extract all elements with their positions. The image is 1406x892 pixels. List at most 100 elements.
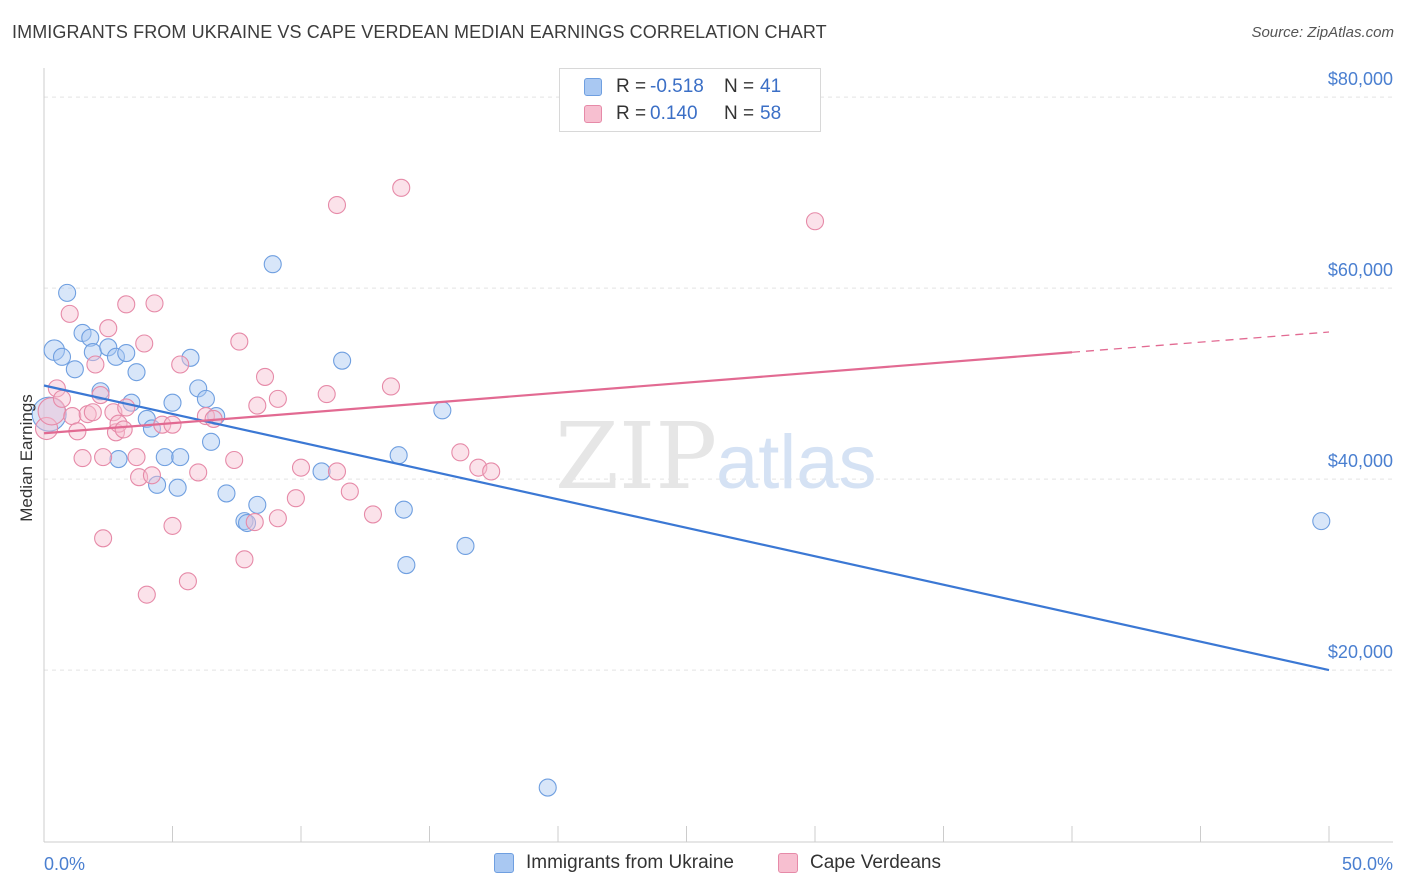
x-axis-ticks: 0.0% 50.0% <box>44 854 1393 874</box>
point-cape-verdean <box>94 448 113 467</box>
legend-n-label: N = <box>724 76 755 97</box>
point-cape-verdean <box>86 355 105 374</box>
point-cape-verdean <box>327 462 347 481</box>
point-ukraine <box>163 393 182 412</box>
point-cape-verdean <box>163 516 182 535</box>
legend-series: Immigrants from Ukraine Cape Verdeans <box>0 852 1406 876</box>
point-ukraine <box>397 555 416 575</box>
watermark-atlas: atlas <box>716 420 877 505</box>
point-ukraine <box>155 448 174 467</box>
point-cape-verdean <box>392 178 411 197</box>
point-cape-verdean <box>142 466 161 485</box>
point-cape-verdean <box>73 449 92 468</box>
point-ukraine <box>263 255 282 274</box>
point-ukraine <box>389 446 408 465</box>
legend-swatch-cape-verdean <box>778 853 798 873</box>
y-tick-label: $20,000 <box>1328 642 1393 662</box>
legend-r-label: R = <box>616 76 647 97</box>
point-cape-verdean <box>63 407 82 426</box>
point-cape-verdean <box>291 458 311 477</box>
legend-row-cape-verdean: R = 0.140 N = 58 <box>584 102 781 126</box>
point-cape-verdean <box>248 396 267 415</box>
point-ukraine <box>217 484 236 503</box>
point-ukraine <box>91 382 110 401</box>
point-ukraine <box>148 475 167 494</box>
legend-n-value-cape-verdean: 58 <box>760 103 782 124</box>
point-cape-verdean <box>83 403 102 422</box>
point-ukraine <box>237 513 257 533</box>
point-cape-verdean <box>60 304 79 323</box>
point-ukraine <box>65 360 84 379</box>
point-ukraine <box>312 462 331 481</box>
data-points <box>31 178 1331 797</box>
point-ukraine <box>181 348 200 367</box>
point-ukraine <box>52 347 72 366</box>
x-tick-label-min: 0.0% <box>44 854 85 874</box>
y-axis-label: Median Earnings <box>17 394 36 522</box>
point-cape-verdean <box>137 585 156 604</box>
legend-n-value-ukraine: 41 <box>760 76 782 97</box>
axes <box>43 68 1393 843</box>
point-cape-verdean <box>451 443 470 462</box>
legend-swatch-cape-verdean <box>584 105 602 123</box>
point-cape-verdean <box>127 448 146 467</box>
legend-item-cape-verdean[interactable]: Cape Verdeans <box>778 852 941 874</box>
point-cape-verdean <box>230 332 249 351</box>
point-cape-verdean <box>99 319 118 338</box>
point-ukraine <box>196 389 215 408</box>
legend-row-ukraine: R = -0.518 N = 41 <box>584 75 781 99</box>
legend-label-ukraine: Immigrants from Ukraine <box>526 852 734 873</box>
point-cape-verdean <box>117 295 136 314</box>
legend-swatch-ukraine <box>584 78 602 96</box>
legend-r-label: R = <box>616 103 647 124</box>
point-cape-verdean <box>268 509 287 528</box>
point-cape-verdean <box>340 482 359 501</box>
y-tick-label: $60,000 <box>1328 260 1393 280</box>
legend-item-ukraine[interactable]: Immigrants from Ukraine <box>494 852 734 874</box>
legend-r-value-ukraine: -0.518 <box>650 76 704 97</box>
point-cape-verdean <box>805 212 825 231</box>
legend-swatch-ukraine <box>494 853 514 873</box>
y-axis-ticks: $20,000 $40,000 $60,000 $80,000 <box>1328 69 1393 662</box>
point-cape-verdean <box>363 505 383 524</box>
point-ukraine <box>127 363 146 382</box>
watermark-zip: ZIP <box>555 403 717 510</box>
trend-line-ukraine <box>43 384 1330 672</box>
trend-line-cape-verdean <box>43 351 1073 435</box>
point-ukraine <box>189 379 208 398</box>
point-ukraine <box>248 495 267 514</box>
point-ukraine <box>1312 512 1331 531</box>
y-tick-label: $40,000 <box>1328 451 1393 471</box>
y-tick-label: $80,000 <box>1328 69 1393 89</box>
grid-lines <box>44 96 1393 671</box>
point-ukraine <box>99 338 118 357</box>
point-cape-verdean <box>286 489 305 508</box>
point-ukraine <box>394 500 413 519</box>
point-ukraine <box>117 343 136 363</box>
point-cape-verdean <box>135 334 154 353</box>
point-cape-verdean <box>171 355 190 374</box>
point-cape-verdean <box>225 450 244 470</box>
legend-r-value-cape-verdean: 0.140 <box>650 103 698 124</box>
legend-n-label: N = <box>724 103 755 124</box>
point-cape-verdean <box>189 463 208 482</box>
point-ukraine <box>171 448 190 467</box>
point-ukraine <box>168 478 187 497</box>
point-ukraine <box>109 449 128 469</box>
legend-label-cape-verdean: Cape Verdeans <box>810 852 941 873</box>
chart-title: IMMIGRANTS FROM UKRAINE VS CAPE VERDEAN … <box>12 22 827 42</box>
point-cape-verdean <box>34 416 59 441</box>
point-ukraine <box>433 401 452 420</box>
trend-line-cape-verdean-extrapolated <box>1071 331 1330 353</box>
point-cape-verdean <box>94 529 113 548</box>
trend-lines <box>43 331 1330 672</box>
legend-stats: R = -0.518 N = 41 R = 0.140 N = 58 <box>559 68 821 132</box>
point-cape-verdean <box>268 389 287 408</box>
point-cape-verdean <box>327 195 347 215</box>
point-ukraine <box>81 328 100 347</box>
point-cape-verdean <box>114 420 133 439</box>
point-ukraine <box>456 536 475 556</box>
point-cape-verdean <box>381 377 401 396</box>
point-cape-verdean <box>91 386 110 405</box>
